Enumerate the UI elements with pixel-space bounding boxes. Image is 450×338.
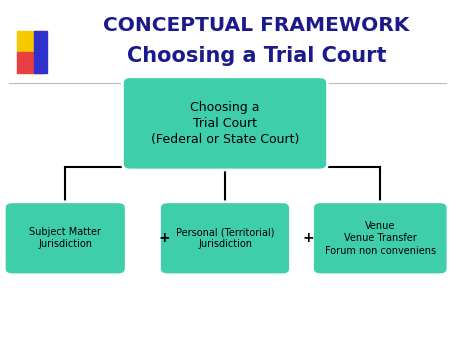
Bar: [34, 31, 47, 73]
Text: CONCEPTUAL FRAMEWORK: CONCEPTUAL FRAMEWORK: [104, 16, 410, 35]
Text: Choosing a Trial Court: Choosing a Trial Court: [127, 46, 386, 66]
Text: +: +: [158, 231, 170, 245]
FancyBboxPatch shape: [4, 202, 126, 275]
Text: Subject Matter
Jurisdiction: Subject Matter Jurisdiction: [29, 227, 101, 249]
FancyBboxPatch shape: [160, 202, 291, 275]
Text: Venue
Venue Transfer
Forum non conveniens: Venue Venue Transfer Forum non convenien…: [325, 221, 436, 256]
FancyBboxPatch shape: [122, 77, 328, 170]
Bar: [17, 31, 43, 52]
Bar: [17, 52, 43, 73]
FancyBboxPatch shape: [312, 202, 448, 275]
Text: +: +: [302, 231, 314, 245]
Text: Personal (Territorial)
Jurisdiction: Personal (Territorial) Jurisdiction: [176, 227, 274, 249]
Text: Choosing a
Trial Court
(Federal or State Court): Choosing a Trial Court (Federal or State…: [151, 101, 299, 146]
